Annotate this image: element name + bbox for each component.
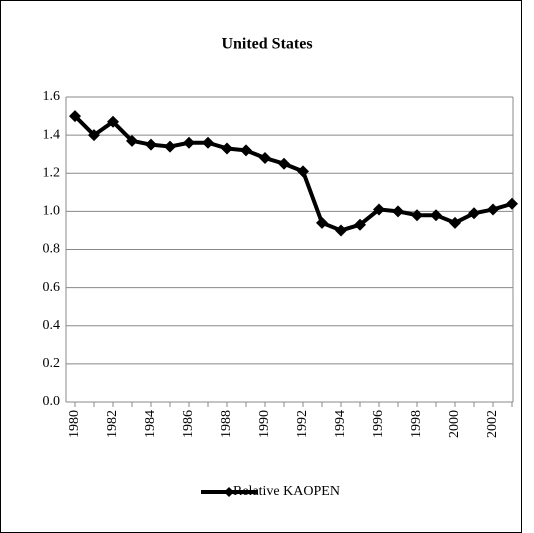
point — [202, 136, 214, 149]
y-tick-label: 0.8 — [43, 242, 61, 257]
x-tick-label: 1998 — [409, 410, 424, 438]
point — [487, 203, 499, 216]
chart-frame — [0, 0, 522, 533]
y-tick-label: 1.4 — [43, 127, 61, 142]
y-tick-label: 1.2 — [43, 165, 61, 180]
point — [316, 216, 328, 229]
x-tick-label: 1986 — [181, 410, 196, 438]
point — [354, 218, 366, 231]
legend-marker — [224, 487, 234, 497]
point — [430, 209, 442, 222]
x-tick-label: 1990 — [257, 410, 272, 438]
point — [373, 203, 385, 216]
point — [69, 110, 81, 123]
legend-label: Relative KAOPEN — [233, 484, 340, 499]
point — [411, 209, 423, 222]
x-tick-label: 1994 — [333, 410, 348, 438]
point — [88, 129, 100, 142]
x-tick-label: 1980 — [67, 410, 82, 438]
x-tick-label: 1984 — [143, 410, 158, 438]
y-tick-label: 1.6 — [43, 89, 61, 104]
point — [468, 207, 480, 220]
point — [335, 224, 347, 237]
x-tick-label: 1996 — [371, 410, 386, 438]
point — [107, 115, 119, 128]
point — [259, 152, 271, 164]
chart-title: United States — [221, 36, 312, 53]
x-tick-label: 1982 — [105, 410, 120, 438]
point — [278, 157, 290, 170]
point — [506, 197, 518, 210]
y-tick-label: 0.4 — [43, 318, 61, 333]
point — [164, 140, 176, 153]
y-tick-label: 0.0 — [43, 394, 61, 409]
point — [392, 205, 404, 218]
point — [240, 144, 252, 157]
point — [126, 134, 138, 147]
x-tick-label: 2000 — [447, 410, 462, 438]
point — [183, 136, 195, 149]
point — [221, 142, 233, 155]
point — [297, 165, 309, 178]
x-tick-label: 1988 — [219, 410, 234, 438]
x-tick-label: 1992 — [295, 410, 310, 438]
y-tick-label: 0.2 — [43, 356, 61, 371]
x-tick-label: 2002 — [485, 410, 500, 438]
y-tick-label: 1.0 — [43, 204, 61, 219]
y-tick-label: 0.6 — [43, 280, 61, 295]
point — [145, 138, 157, 151]
point — [449, 216, 461, 229]
